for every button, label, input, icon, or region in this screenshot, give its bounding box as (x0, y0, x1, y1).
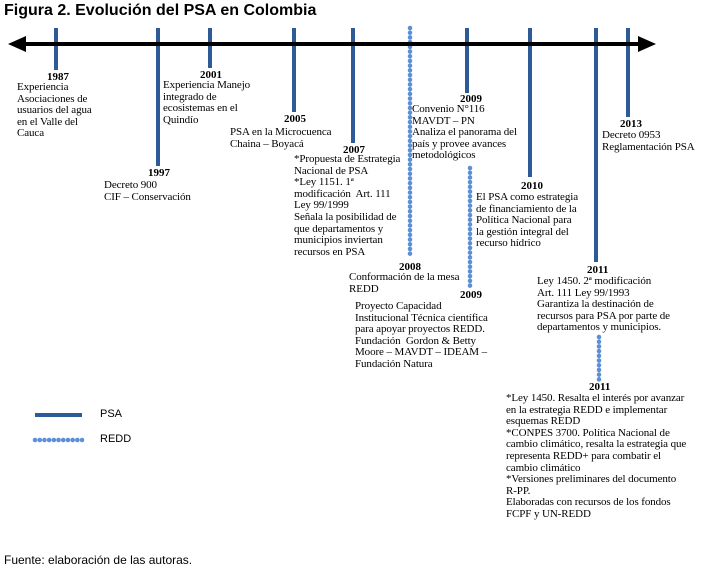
event-year-2001-psa: 2001 (200, 69, 222, 81)
event-text-2009-redd: Proyecto Capacidad Institucional Técnica… (355, 300, 488, 370)
event-year-2008-redd: 2008 (399, 261, 421, 273)
event-year-2013-psa: 2013 (620, 118, 642, 130)
event-year-2011-psa: 2011 (587, 264, 609, 276)
event-text-1997-psa: Decreto 900 CIF – Conservación (104, 179, 191, 203)
source-note: Fuente: elaboración de las autoras. (4, 553, 193, 567)
legend-psa-label: PSA (100, 408, 123, 420)
event-year-2011-redd: 2011 (589, 381, 611, 393)
event-text-2001-psa: Experiencia Manejo integrado de ecosiste… (163, 79, 251, 126)
event-year-1997-psa: 1997 (148, 167, 170, 179)
event-text-1987-psa: Experiencia Asociaciones de usuarios del… (17, 81, 92, 140)
event-text-2013-psa: Decreto 0953 Reglamentación PSA (602, 129, 695, 153)
event-text-2005-psa: PSA en la Microcuenca Chaina – Boyacá (230, 126, 332, 150)
event-year-1987-psa: 1987 (47, 71, 69, 83)
event-year-2007-psa: 2007 (343, 144, 365, 156)
event-year-2009-psa: 2009 (460, 93, 482, 105)
event-text-2008-redd: Conformación de la mesa REDD (349, 271, 460, 295)
event-year-2005-psa: 2005 (284, 113, 306, 125)
event-year-2010-psa: 2010 (521, 180, 543, 192)
axis-arrow-right-icon (638, 36, 656, 52)
event-text-2011-redd: *Ley 1450. Resalta el interés por avanza… (506, 392, 687, 520)
axis-arrow-left-icon (8, 36, 26, 52)
figure-title: Figura 2. Evolución del PSA en Colombia (4, 2, 317, 19)
event-text-2010-psa: El PSA como estrategia de financiamiento… (476, 191, 578, 250)
legend-redd-label: REDD (100, 433, 132, 445)
event-text-2009-psa: Convenio N°116 MAVDT – PN Analiza el pan… (412, 103, 517, 162)
event-text-2011-psa: Ley 1450. 2ª modificación Art. 111 Ley 9… (537, 275, 670, 334)
event-text-2007-psa: *Propuesta de Estrategia Nacional de PSA… (294, 153, 401, 258)
event-year-2009-redd: 2009 (460, 289, 482, 301)
